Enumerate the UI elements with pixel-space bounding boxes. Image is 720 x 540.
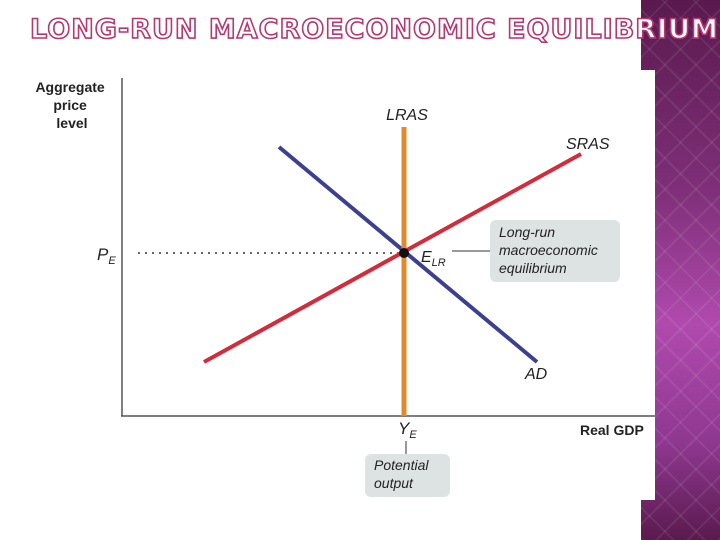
lras-label: LRAS <box>386 107 428 124</box>
sras-label: SRAS <box>566 136 610 153</box>
diagram-panel <box>0 70 655 500</box>
y-axis-label: Aggregate price level <box>35 79 108 131</box>
slide-title: LONG-RUN MACROECONOMIC EQUILIBRIUM <box>29 13 719 46</box>
potential-output-callout-text: Potential output <box>374 457 432 491</box>
equilibrium-label: ELR <box>421 249 446 269</box>
equilibrium-callout-text: Long-run macroeconomic equilibrium <box>499 224 602 276</box>
sras-curve <box>203 152 582 364</box>
ad-label: AD <box>524 366 548 383</box>
x-axis-label: Real GDP <box>580 422 644 438</box>
quantity-level-label: YE <box>398 419 417 441</box>
equilibrium-callout-box <box>490 220 620 282</box>
price-level-label: PE <box>97 245 116 267</box>
equilibrium-point <box>399 248 409 258</box>
potential-output-callout-box <box>365 454 450 497</box>
